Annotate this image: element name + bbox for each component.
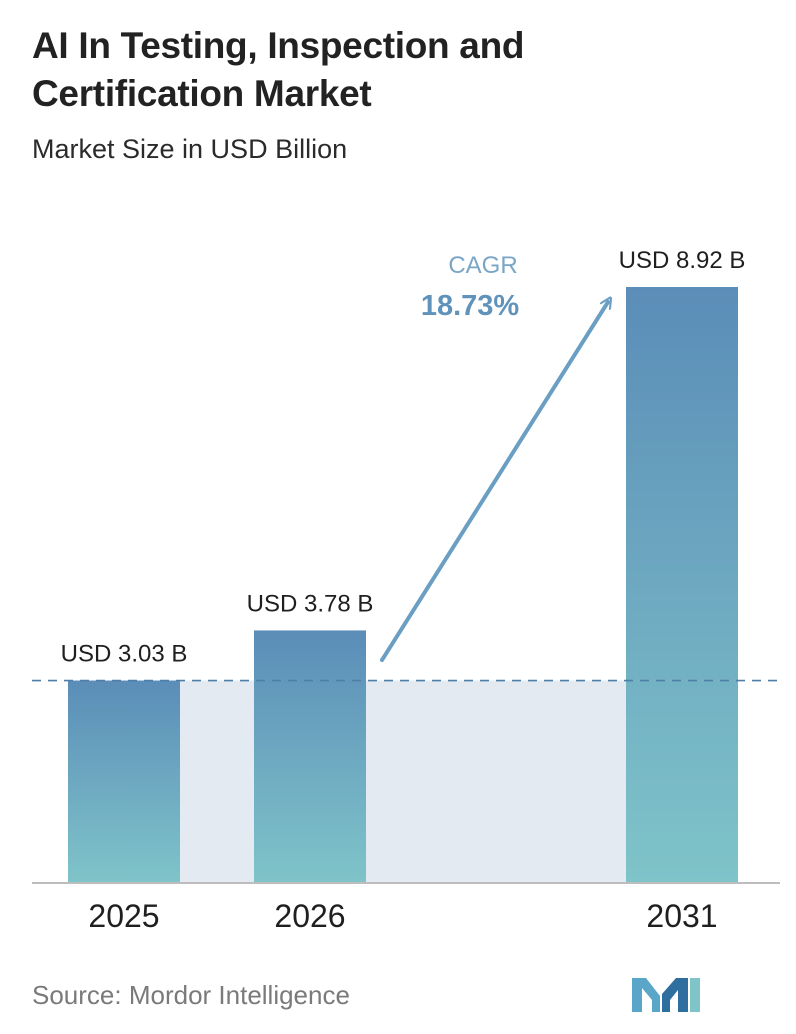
source-text: Source: Mordor Intelligence — [32, 980, 350, 1010]
bars — [68, 287, 738, 883]
value-label-2026: USD 3.78 B — [247, 590, 374, 617]
bar-2026 — [254, 630, 366, 883]
value-label-2025: USD 3.03 B — [61, 641, 188, 668]
x-tick-2031: 2031 — [646, 898, 717, 934]
cagr-label: CAGR — [448, 252, 517, 279]
value-label-2031: USD 8.92 B — [619, 247, 746, 274]
x-tick-2025: 2025 — [88, 898, 159, 934]
chart-title: AI In Testing, Inspection and Certificat… — [32, 25, 525, 114]
bar-2025 — [68, 680, 180, 883]
mordor-logo-icon — [632, 978, 700, 1012]
cagr-value: 18.73% — [421, 290, 520, 322]
value-labels: USD 3.03 B USD 3.78 B USD 8.92 B — [61, 247, 746, 668]
x-tick-labels: 2025 2026 2031 — [88, 898, 717, 934]
cagr-arrow — [380, 302, 608, 662]
chart-subtitle: Market Size in USD Billion — [32, 134, 348, 164]
x-tick-2026: 2026 — [274, 898, 345, 934]
bar-2031 — [626, 287, 738, 883]
